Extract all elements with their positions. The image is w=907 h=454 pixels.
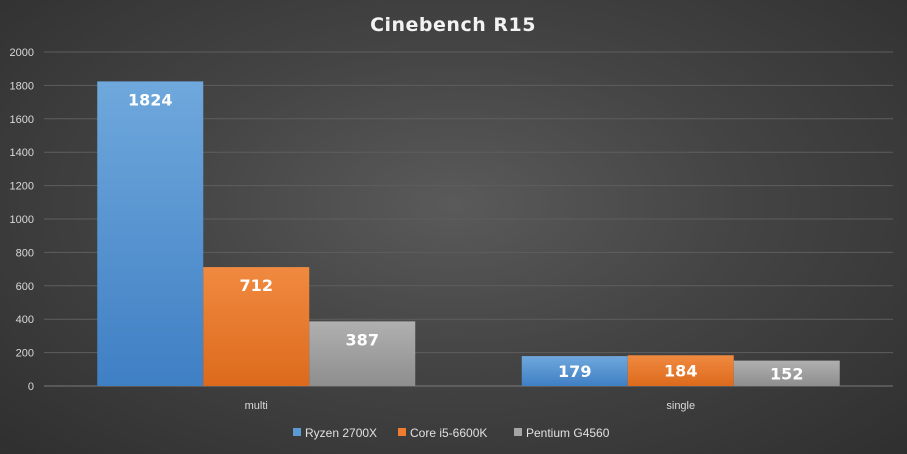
bar-core-i5-6600k-multi	[203, 267, 310, 386]
legend-swatch	[293, 428, 301, 436]
x-axis-category-labels: multi single	[245, 400, 695, 412]
y-tick-label: 1000	[10, 214, 34, 226]
y-axis-tick-labels: 0 200 400 600 800 1000 1200 1400 1600 1800 2000	[10, 47, 34, 393]
y-tick-label: 2000	[10, 47, 34, 59]
bar-ryzen-2700x-multi	[97, 81, 204, 386]
bar-ryzen-2700x-single	[521, 356, 628, 386]
y-tick-label: 1800	[10, 80, 34, 92]
data-label: 179	[558, 362, 591, 381]
legend: Ryzen 2700X Core i5-6600K Pentium G4560	[293, 426, 610, 440]
bar-pentium-g4560-multi	[309, 321, 416, 386]
chart-title: Cinebench R15	[370, 14, 536, 36]
legend-label: Core i5-6600K	[410, 426, 487, 440]
legend-label: Pentium G4560	[526, 426, 610, 440]
y-tick-label: 800	[16, 247, 34, 259]
bars	[97, 81, 840, 386]
bar-core-i5-6600k-single	[627, 355, 734, 386]
y-tick-label: 400	[16, 314, 34, 326]
y-tick-label: 0	[28, 381, 34, 393]
legend-label: Ryzen 2700X	[305, 426, 377, 440]
data-label: 1824	[128, 90, 173, 109]
data-label: 387	[346, 330, 379, 349]
y-tick-label: 1400	[10, 147, 34, 159]
y-tick-label: 600	[16, 281, 34, 293]
data-label: 184	[664, 362, 697, 381]
legend-swatch	[514, 428, 522, 436]
data-label: 152	[770, 364, 803, 383]
x-category-label: single	[666, 400, 695, 412]
bar-pentium-g4560-single	[733, 360, 840, 386]
data-labels: 1824 712 387 179 184 152	[128, 90, 803, 383]
y-tick-label: 1600	[10, 114, 34, 126]
x-category-label: multi	[245, 400, 268, 412]
legend-swatch	[398, 428, 406, 436]
y-tick-label: 200	[16, 348, 34, 360]
y-tick-label: 1200	[10, 181, 34, 193]
data-label: 712	[240, 276, 273, 295]
